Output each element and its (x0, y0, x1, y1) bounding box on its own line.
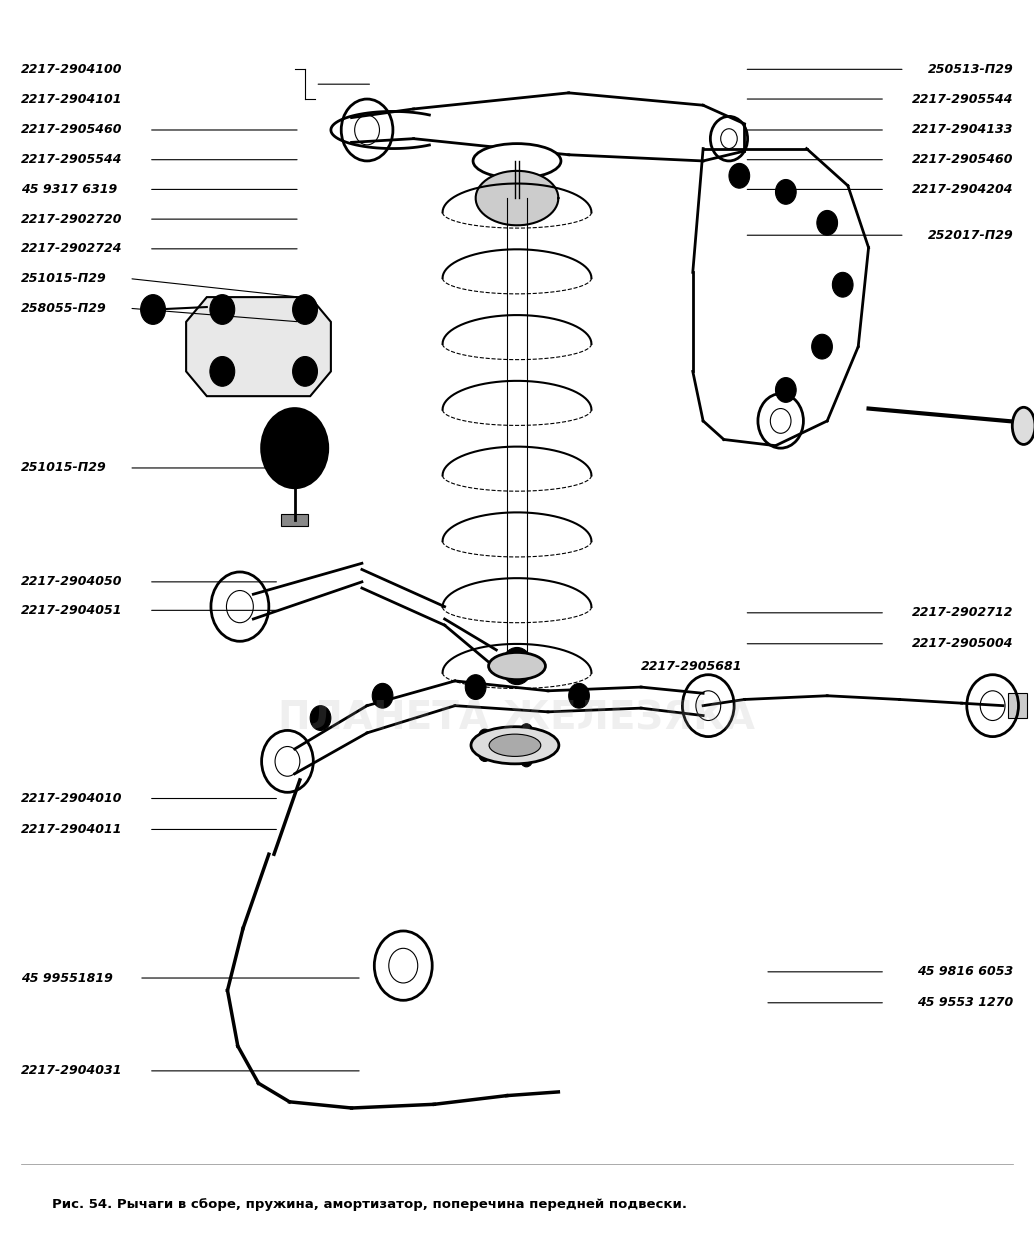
Circle shape (776, 180, 796, 204)
Text: 2217-2904100: 2217-2904100 (21, 63, 122, 76)
Text: 2217-2904101: 2217-2904101 (21, 93, 122, 105)
Circle shape (293, 357, 317, 386)
Text: 2217-2904010: 2217-2904010 (21, 792, 122, 805)
Text: 251015-П29: 251015-П29 (21, 462, 107, 474)
Circle shape (141, 295, 165, 324)
Text: 2217-2902724: 2217-2902724 (21, 243, 122, 255)
Text: 2217-2905460: 2217-2905460 (912, 154, 1013, 166)
Text: 2217-2904011: 2217-2904011 (21, 823, 122, 836)
Text: 45 9317 6319: 45 9317 6319 (21, 183, 117, 196)
Circle shape (729, 163, 750, 188)
Circle shape (832, 272, 853, 297)
Text: 2217-2904204: 2217-2904204 (912, 183, 1013, 196)
Ellipse shape (489, 734, 541, 756)
Ellipse shape (474, 144, 561, 178)
Circle shape (310, 706, 331, 730)
Text: 2217-2904031: 2217-2904031 (21, 1065, 122, 1077)
Circle shape (276, 426, 313, 470)
Text: 2217-2902712: 2217-2902712 (912, 607, 1013, 619)
Text: 251015-П29: 251015-П29 (21, 272, 107, 285)
Polygon shape (186, 297, 331, 396)
Text: 2217-2905544: 2217-2905544 (21, 154, 122, 166)
Text: ПЛАНЕТА ЖЕЛЕЗЯКА: ПЛАНЕТА ЖЕЛЕЗЯКА (278, 699, 756, 737)
Text: 45 99551819: 45 99551819 (21, 972, 113, 984)
Text: 2217-2905004: 2217-2905004 (912, 638, 1013, 650)
Circle shape (569, 683, 589, 708)
Circle shape (262, 409, 328, 488)
Circle shape (501, 647, 533, 685)
Circle shape (520, 751, 533, 766)
Circle shape (479, 747, 491, 761)
Polygon shape (476, 171, 558, 225)
Text: 45 9553 1270: 45 9553 1270 (917, 997, 1013, 1009)
Bar (1008, 693, 1027, 718)
Circle shape (812, 334, 832, 359)
Circle shape (210, 295, 235, 324)
Circle shape (210, 357, 235, 386)
Text: 252017-П29: 252017-П29 (927, 229, 1013, 241)
Text: 2217-2904051: 2217-2904051 (21, 604, 122, 617)
Text: 2217-2902720: 2217-2902720 (21, 213, 122, 225)
Circle shape (479, 729, 491, 744)
Text: 2217-2904133: 2217-2904133 (912, 124, 1013, 136)
Circle shape (293, 295, 317, 324)
Text: 45 9816 6053: 45 9816 6053 (917, 966, 1013, 978)
Ellipse shape (1012, 407, 1034, 444)
Circle shape (776, 378, 796, 402)
Text: 2217-2905460: 2217-2905460 (21, 124, 122, 136)
Text: Рис. 54. Рычаги в сборе, пружина, амортизатор, поперечина передней подвески.: Рис. 54. Рычаги в сборе, пружина, аморти… (52, 1197, 687, 1211)
Ellipse shape (488, 652, 546, 680)
Text: 258055-П29: 258055-П29 (21, 302, 107, 314)
Bar (281, 514, 308, 526)
Text: 2217-2904050: 2217-2904050 (21, 576, 122, 588)
Circle shape (520, 724, 533, 739)
Circle shape (546, 738, 558, 753)
Text: 2217-2905681: 2217-2905681 (641, 660, 742, 672)
Text: 250513-П29: 250513-П29 (927, 63, 1013, 76)
Ellipse shape (472, 727, 559, 764)
Circle shape (372, 683, 393, 708)
Circle shape (817, 210, 838, 235)
Circle shape (465, 675, 486, 699)
Text: 2217-2905544: 2217-2905544 (912, 93, 1013, 105)
